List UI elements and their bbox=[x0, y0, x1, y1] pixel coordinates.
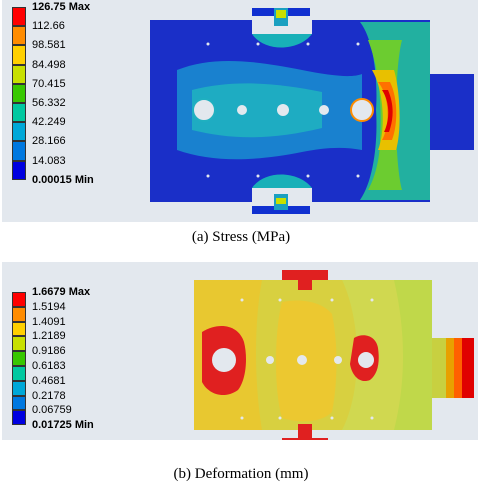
legend-swatch bbox=[12, 160, 26, 180]
legend-swatch bbox=[12, 64, 26, 84]
legend-swatch bbox=[12, 7, 26, 27]
legend-label: 0.4681 bbox=[32, 374, 66, 387]
center-hole bbox=[277, 104, 289, 116]
stress-contour-plot bbox=[150, 8, 474, 214]
legend-label: 0.6183 bbox=[32, 360, 66, 372]
right-large-hole bbox=[350, 98, 374, 122]
legend-label: 98.581 bbox=[32, 39, 66, 52]
legend-label: 1.6679 Max bbox=[32, 286, 91, 298]
legend-label: 112.66 bbox=[32, 20, 65, 33]
legend-swatch bbox=[12, 410, 26, 426]
legend-swatch bbox=[12, 83, 26, 103]
legend-label: 0.01725 Min bbox=[32, 419, 94, 432]
legend-label: 42.249 bbox=[32, 116, 66, 129]
legend-label: 14.083 bbox=[32, 154, 66, 167]
legend-swatch bbox=[12, 321, 26, 337]
legend-swatch bbox=[12, 141, 26, 161]
legend-label: 0.06759 bbox=[32, 404, 72, 417]
legend-label: 0.00015 Min bbox=[32, 173, 94, 186]
deformation-contour-plot bbox=[194, 270, 474, 440]
center-hole bbox=[297, 355, 307, 365]
legend-label: 126.75 Max bbox=[32, 1, 91, 13]
legend-swatch bbox=[12, 395, 26, 411]
legend-swatch bbox=[12, 103, 26, 123]
legend-swatch bbox=[12, 366, 26, 381]
deformation-panel: 1.6679 Max 1.5194 1.4091 1.2189 0.9186 0.6183… bbox=[2, 262, 478, 440]
legend-label: 0.9186 bbox=[32, 345, 66, 358]
deformation-legend: 1.6679 Max 1.5194 1.4091 1.2189 0.9186 0.6183… bbox=[12, 286, 142, 440]
left-large-hole bbox=[192, 98, 216, 122]
deformation-caption: (b) Deformation (mm) bbox=[173, 466, 309, 482]
plate-extension bbox=[426, 74, 474, 150]
legend-swatch bbox=[12, 380, 26, 396]
legend-label: 1.5194 bbox=[32, 300, 66, 313]
legend-label: 0.2178 bbox=[32, 389, 66, 402]
legend-swatch bbox=[12, 336, 26, 352]
stress-caption: (a) Stress (MPa) bbox=[191, 229, 291, 245]
legend-label: 1.2189 bbox=[32, 330, 66, 343]
legend-label: 28.166 bbox=[32, 135, 66, 148]
left-large-hole bbox=[212, 348, 236, 372]
stress-legend: 126.75 Max 112.66 98.581 84.498 70.415 56.332… bbox=[12, 1, 142, 195]
legend-label: 84.498 bbox=[32, 58, 66, 71]
legend-label: 70.415 bbox=[32, 77, 66, 90]
legend-swatch bbox=[12, 26, 26, 46]
legend-label: 1.4091 bbox=[32, 315, 66, 328]
legend-swatch bbox=[12, 306, 26, 322]
right-large-hole bbox=[358, 352, 374, 368]
legend-label: 56.332 bbox=[32, 97, 66, 109]
legend-swatch bbox=[12, 45, 26, 65]
legend-swatch bbox=[12, 292, 26, 307]
stress-panel: 126.75 Max 112.66 98.581 84.498 70.415 56.332… bbox=[2, 0, 478, 222]
legend-swatch bbox=[12, 351, 26, 366]
legend-swatch bbox=[12, 122, 26, 142]
